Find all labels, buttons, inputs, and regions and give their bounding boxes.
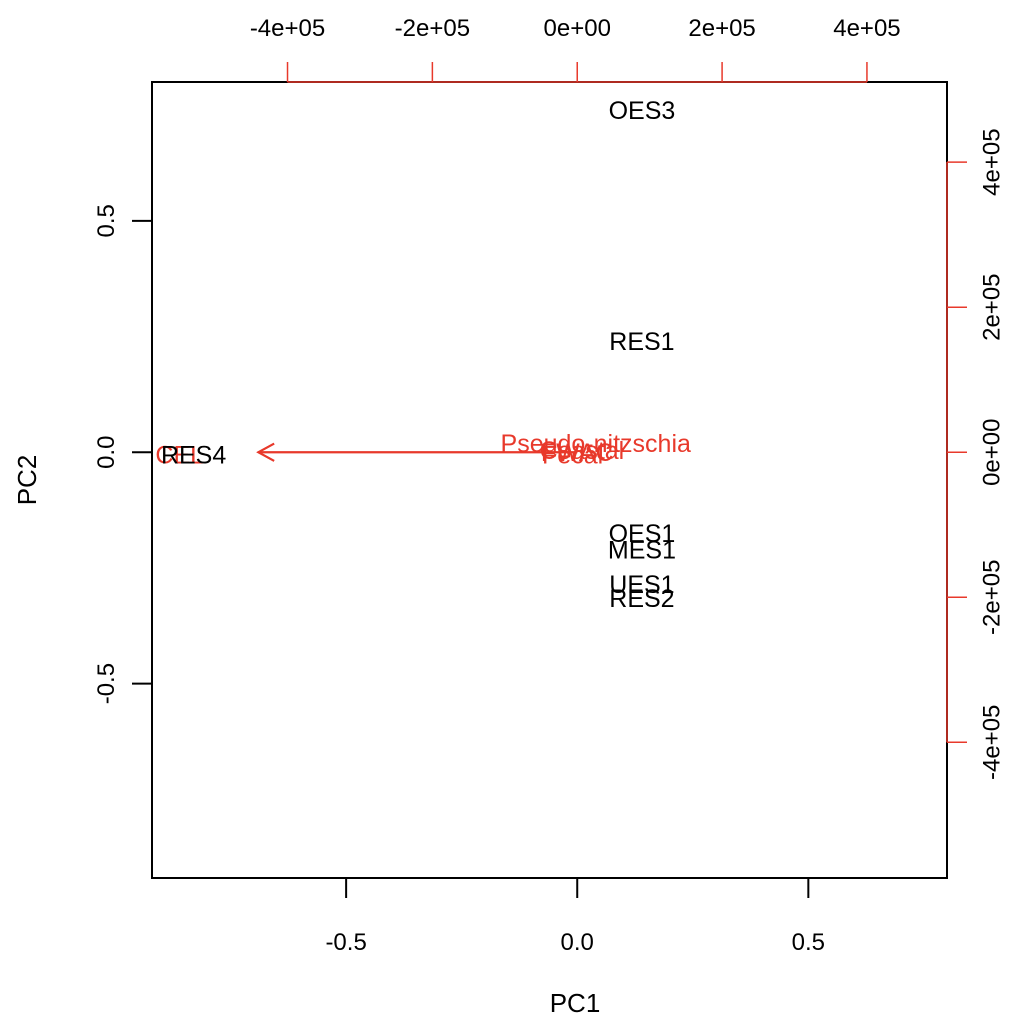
right-tick-label: 4e+05: [978, 128, 1005, 195]
top-tick-label: -2e+05: [395, 15, 470, 42]
loading-label: CEL: [155, 442, 204, 470]
loading-arrowhead: [256, 442, 275, 462]
point-label: RES1: [609, 328, 674, 356]
point-label: RES2: [609, 585, 674, 613]
point-label: MES1: [608, 536, 676, 564]
x-axis-label: PC1: [550, 988, 601, 1018]
point-label: RES4: [161, 442, 226, 470]
top-tick-label: 0e+00: [544, 15, 611, 42]
left-axis: -0.5 0.0 0.5: [93, 204, 153, 704]
loading-label: Coastal: [539, 437, 624, 465]
plot-frame: [151, 81, 948, 879]
right-tick-label: 0e+00: [978, 419, 1005, 486]
point-label: UES1: [609, 571, 674, 599]
top-tick-label: -4e+05: [250, 15, 325, 42]
y-tick-label: -0.5: [93, 663, 120, 704]
right-tick-label: -2e+05: [978, 560, 1005, 635]
bottom-axis: -0.5 0.0 0.5: [325, 877, 825, 956]
right-tick-label: 2e+05: [978, 273, 1005, 340]
right-tick-label: -4e+05: [978, 705, 1005, 780]
top-tick-label: 2e+05: [688, 15, 755, 42]
point-label: OES1: [609, 520, 676, 548]
loading-label: Pseudo-nitzschia: [501, 430, 691, 458]
right-axis: -4e+05 -2e+05 0e+00 2e+05 4e+05: [946, 128, 1005, 780]
point-label: OES3: [609, 97, 676, 125]
y-axis-label: PC2: [12, 455, 42, 506]
loading-label: Fecal: [542, 442, 603, 470]
top-axis: -4e+05 -2e+05 0e+00 2e+05 4e+05: [250, 15, 901, 83]
y-tick-label: 0.0: [93, 436, 120, 469]
x-tick-label: 0.5: [792, 929, 825, 956]
top-tick-label: 4e+05: [833, 15, 900, 42]
y-tick-label: 0.5: [93, 204, 120, 237]
x-tick-label: -0.5: [325, 929, 366, 956]
x-tick-label: 0.0: [561, 929, 594, 956]
